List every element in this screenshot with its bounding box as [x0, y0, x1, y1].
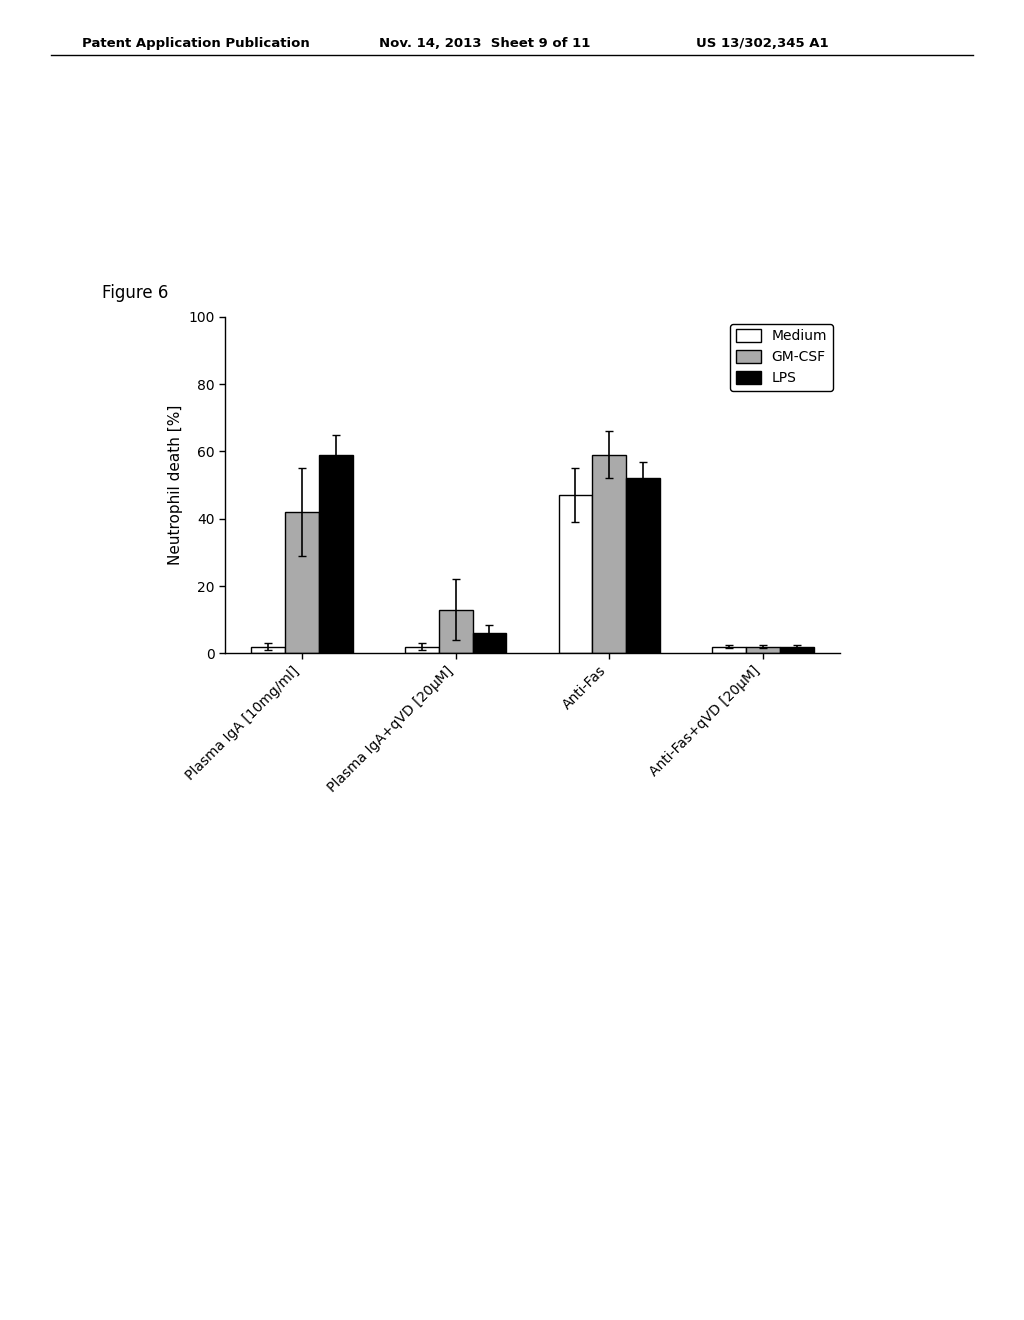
Bar: [713, 647, 745, 653]
Text: Nov. 14, 2013  Sheet 9 of 11: Nov. 14, 2013 Sheet 9 of 11: [379, 37, 590, 50]
Legend: Medium, GM-CSF, LPS: Medium, GM-CSF, LPS: [730, 323, 833, 391]
Bar: [592, 455, 627, 653]
Text: Patent Application Publication: Patent Application Publication: [82, 37, 309, 50]
Bar: [559, 495, 592, 653]
Y-axis label: Neutrophil death [%]: Neutrophil death [%]: [168, 405, 183, 565]
Bar: [780, 647, 814, 653]
Bar: [745, 647, 780, 653]
Bar: [404, 647, 438, 653]
Text: Figure 6: Figure 6: [102, 284, 169, 302]
Bar: [252, 647, 285, 653]
Text: US 13/302,345 A1: US 13/302,345 A1: [696, 37, 829, 50]
Bar: [472, 634, 506, 653]
Bar: [627, 478, 660, 653]
Bar: [319, 455, 352, 653]
Bar: [438, 610, 473, 653]
Bar: [285, 512, 319, 653]
